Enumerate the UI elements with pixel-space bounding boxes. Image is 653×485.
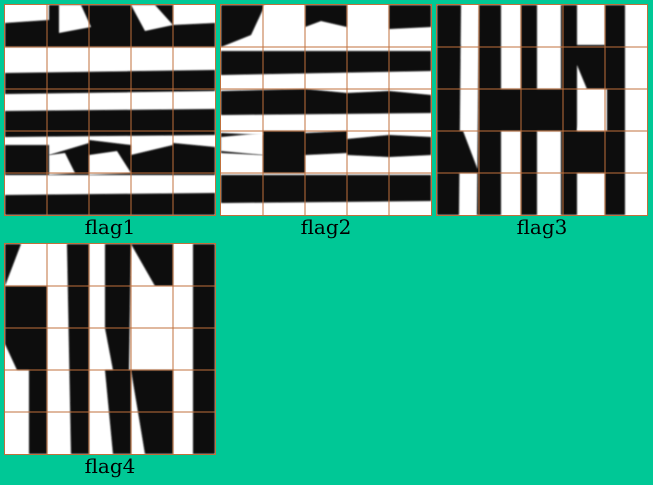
flag4-caption: flag4 xyxy=(84,454,136,478)
flag1-puzzle-image xyxy=(5,5,215,215)
flag2-tile[interactable] xyxy=(220,4,432,216)
flag4-tile[interactable] xyxy=(4,243,216,455)
flag4-puzzle-image xyxy=(5,244,215,454)
flag2-caption: flag2 xyxy=(300,215,352,239)
flag1-caption: flag1 xyxy=(84,215,136,239)
flag3-caption: flag3 xyxy=(516,215,568,239)
flag3-puzzle-image xyxy=(437,5,647,215)
flag2-puzzle-image xyxy=(221,5,431,215)
flag3-tile[interactable] xyxy=(436,4,648,216)
flag1-tile[interactable] xyxy=(4,4,216,216)
